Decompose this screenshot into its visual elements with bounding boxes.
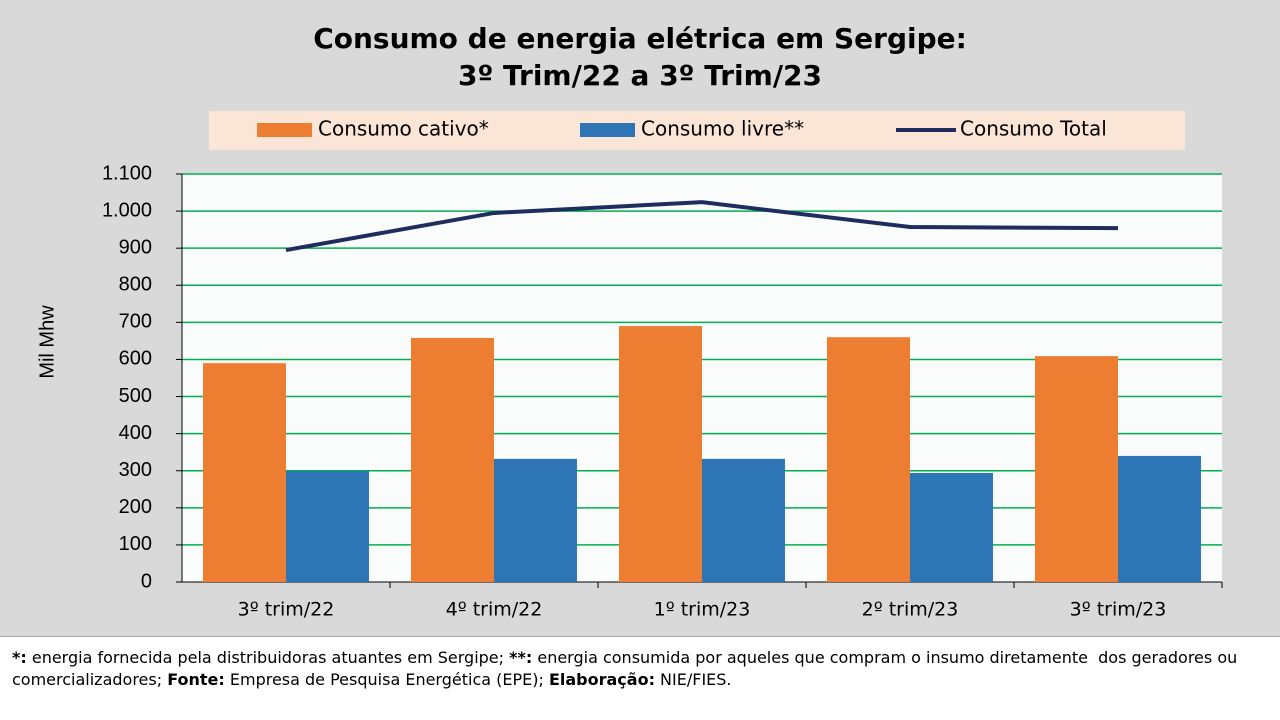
y-tick-label: 600 — [119, 348, 152, 370]
y-tick-label: 100 — [119, 533, 152, 555]
bar — [827, 337, 910, 582]
x-tick-label: 3º trim/23 — [1070, 599, 1167, 621]
x-tick-label: 2º trim/23 — [862, 599, 959, 621]
legend-swatch — [580, 123, 635, 137]
legend-label: Consumo livre** — [641, 117, 804, 141]
y-tick-label: 900 — [119, 236, 152, 258]
y-tick-label: 300 — [119, 459, 152, 481]
footnote-part: Empresa de Pesquisa Energética (EPE); — [224, 670, 549, 689]
legend-label: Consumo Total — [960, 117, 1107, 141]
y-tick-label: 700 — [119, 311, 152, 333]
footnote-part: Fonte: — [167, 670, 225, 689]
y-tick-label: 0 — [141, 570, 152, 592]
chart-title: Consumo de energia elétrica em Sergipe: — [313, 22, 967, 55]
y-tick-label: 500 — [119, 385, 152, 407]
chart-subtitle: 3º Trim/22 a 3º Trim/23 — [458, 59, 822, 92]
y-tick-label: 1.100 — [102, 162, 152, 184]
legend-box — [209, 111, 1185, 150]
bar — [1035, 356, 1118, 582]
x-tick-label: 1º trim/23 — [654, 599, 751, 621]
legend-label: Consumo cativo* — [318, 117, 489, 141]
footnote: *: energia fornecida pela distribuidoras… — [0, 636, 1280, 720]
bar — [702, 458, 785, 582]
bar — [494, 458, 577, 582]
footnote-part: energia fornecida pela distribuidoras at… — [26, 648, 510, 667]
footnote-part: **: — [509, 648, 533, 667]
chart: Consumo de energia elétrica em Sergipe: … — [36, 22, 1223, 621]
y-tick-label: 400 — [119, 422, 152, 444]
y-tick-label: 800 — [119, 274, 152, 296]
y-axis-label: Mil Mhw — [36, 305, 58, 379]
y-tick-label: 1.000 — [102, 199, 152, 221]
bar — [619, 326, 702, 582]
x-tick-label: 4º trim/22 — [446, 599, 543, 621]
bar — [910, 472, 993, 582]
bar — [203, 363, 286, 582]
footnote-part: energia consumida por aqueles que compra… — [12, 648, 1243, 689]
footnote-part: NIE/FIES. — [654, 670, 732, 689]
bar — [286, 471, 369, 582]
line — [285, 200, 1119, 253]
x-tick-label: 3º trim/22 — [238, 599, 335, 621]
bar — [1118, 455, 1201, 582]
bar — [411, 337, 494, 582]
footnote-part: Elaboração: — [548, 670, 655, 689]
y-tick-label: 200 — [119, 496, 152, 518]
footnote-part: *: — [12, 648, 27, 667]
legend-swatch — [257, 123, 312, 137]
